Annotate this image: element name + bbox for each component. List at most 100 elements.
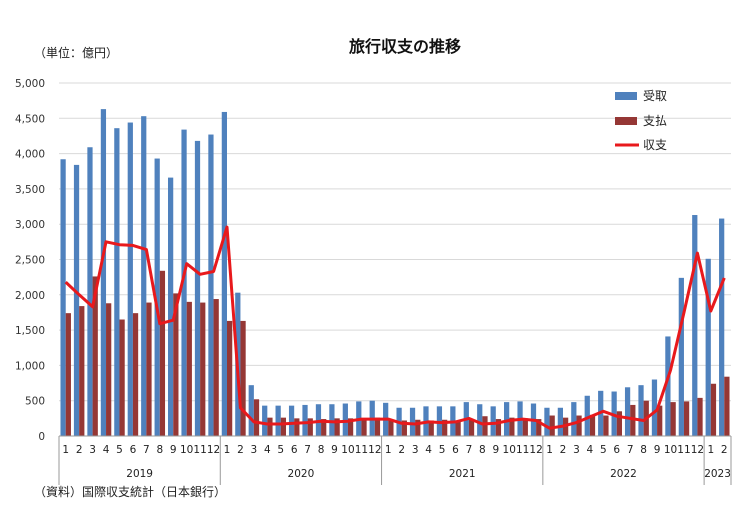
month-tick-label: 4 [425, 444, 432, 456]
month-tick-label: 7 [466, 444, 473, 456]
legend-swatch [615, 117, 637, 125]
bar-payments [321, 419, 327, 436]
y-tick-label: 5,000 [15, 78, 45, 90]
bar-receipts [87, 147, 93, 436]
bar-receipts [692, 215, 698, 436]
bar-payments [213, 299, 219, 436]
month-tick-label: 4 [264, 444, 271, 456]
bar-payments [428, 420, 434, 436]
bar-payments [415, 419, 421, 436]
month-tick-label: 11 [193, 444, 206, 456]
bar-payments [401, 420, 407, 436]
bar-receipts [114, 128, 120, 436]
y-tick-label: 2,500 [15, 255, 45, 267]
year-label: 2021 [449, 468, 476, 480]
bar-payments [509, 417, 515, 436]
bar-receipts [127, 122, 133, 436]
bar-payments [79, 306, 85, 436]
month-tick-label: 5 [439, 444, 446, 456]
bar-receipts [181, 129, 187, 436]
bar-payments [455, 420, 461, 436]
month-tick-label: 9 [331, 444, 338, 456]
balance-line-path [64, 225, 726, 430]
bar-payments [374, 417, 381, 436]
y-tick-label: 3,500 [15, 184, 45, 196]
bar-payments [630, 404, 636, 436]
month-tick-label: 12 [691, 444, 704, 456]
bar-receipts [624, 387, 631, 436]
balance-line [64, 225, 726, 430]
month-tick-label: 1 [385, 444, 392, 456]
month-tick-label: 3 [251, 444, 258, 456]
bar-receipts [719, 218, 725, 436]
bar-payments [670, 402, 676, 436]
bar-payments [603, 415, 609, 436]
bar-receipts [141, 116, 147, 436]
y-tick-label: 3,000 [15, 219, 45, 231]
bar-receipts [638, 385, 644, 436]
month-tick-label: 6 [130, 444, 137, 456]
month-tick-label: 8 [156, 444, 163, 456]
month-tick-label: 1 [224, 444, 231, 456]
bar-receipts [60, 159, 66, 437]
month-tick-label: 7 [627, 444, 634, 456]
bar-receipts [584, 395, 590, 436]
chart-title: 旅行収支の推移 [349, 37, 461, 56]
bar-payments [361, 418, 367, 436]
bar-receipts [651, 379, 658, 436]
bar-payments [657, 405, 663, 436]
bar-receipts [477, 404, 483, 436]
x-axis: 1 2 3 4 5 6 7 8 9 10 11 12 1 2 3 4 5 6 7 8 9 10 11 12 1 2 3 4 5 6 7 8 9 1… [58, 435, 732, 485]
source-note: （資料）国際収支統計（日本銀行） [34, 484, 226, 499]
year-label: 2023 [704, 468, 731, 480]
bar-payments [227, 320, 233, 436]
bar-payments [347, 418, 354, 436]
bar-payments [468, 419, 475, 436]
month-tick-label: 11 [677, 444, 690, 456]
bar-payments [683, 401, 690, 436]
bar-receipts [288, 405, 295, 436]
month-tick-label: 6 [452, 444, 459, 456]
bar-payments [536, 419, 542, 436]
unit-label: （単位：億円） [34, 45, 118, 60]
bar-receipts [490, 406, 496, 436]
legend-swatch [615, 92, 637, 100]
month-tick-label: 5 [600, 444, 607, 456]
bar-payments [200, 302, 206, 436]
month-tick-label: 11 [355, 444, 368, 456]
bar-receipts [154, 158, 160, 437]
bar-receipts [248, 385, 254, 436]
month-tick-label: 5 [277, 444, 284, 456]
month-tick-label: 11 [516, 444, 529, 456]
bar-receipts [100, 109, 107, 436]
month-tick-label: 2 [560, 444, 567, 456]
bar-payments [549, 415, 555, 436]
bar-payments [65, 313, 71, 436]
y-tick-label: 1,000 [15, 360, 45, 372]
month-tick-label: 2 [721, 444, 728, 456]
bar-payments [522, 418, 528, 436]
bar-payments [146, 302, 152, 436]
month-tick-label: 9 [170, 444, 177, 456]
month-tick-label: 3 [412, 444, 419, 456]
month-tick-label: 4 [587, 444, 594, 456]
month-tick-label: 10 [664, 444, 677, 456]
bar-receipts [167, 177, 174, 436]
bar-payments [267, 417, 273, 436]
month-tick-label: 10 [341, 444, 354, 456]
month-tick-label: 2 [237, 444, 244, 456]
month-tick-label: 1 [62, 444, 69, 456]
bar-receipts [221, 111, 227, 437]
bar-payments [697, 397, 703, 436]
bar-receipts [678, 277, 684, 436]
bar-payments [159, 270, 166, 436]
bar-payments [576, 415, 582, 436]
bar-payments [173, 293, 179, 436]
month-tick-label: 4 [103, 444, 110, 456]
y-axis: 0 500 1,000 1,500 2,000 2,500 3,000 3,500 4,000 4… [15, 78, 45, 443]
month-tick-label: 10 [180, 444, 193, 456]
month-tick-label: 9 [492, 444, 499, 456]
month-tick-label: 6 [291, 444, 298, 456]
